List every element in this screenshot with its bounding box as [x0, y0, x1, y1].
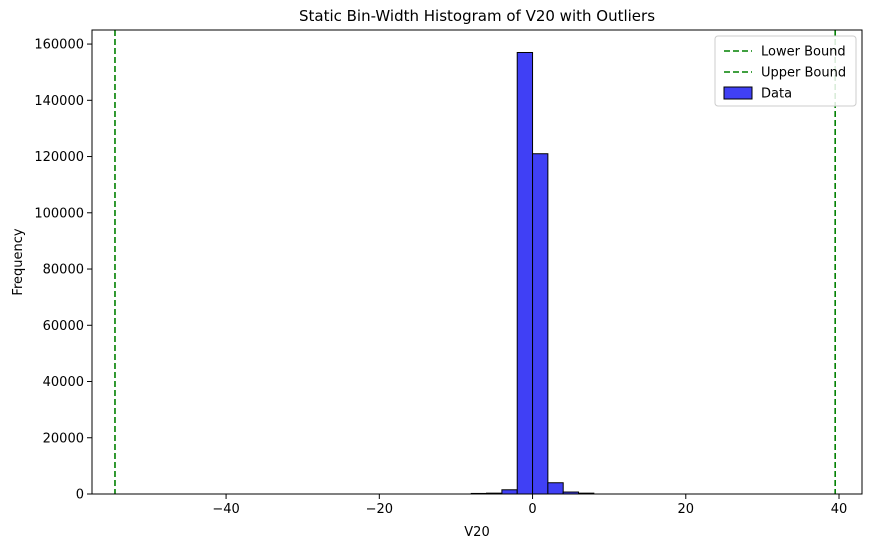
plot-frame: [91, 29, 863, 495]
y-tick-label: 160000: [34, 38, 84, 53]
histogram-bar-3: [516, 51, 534, 495]
histogram-bar-2: [501, 489, 518, 495]
histogram-bar-4: [532, 153, 549, 495]
y-tick-label: 140000: [34, 94, 84, 109]
x-tick-label: −20: [366, 502, 393, 517]
y-axis-ticks: 0 20000 40000 60000 80000 100000 120000 140000 1…: [34, 38, 92, 503]
bars-layer: [470, 51, 595, 495]
x-tick-label: 40: [831, 502, 848, 517]
x-tick-label: 20: [678, 502, 695, 517]
bounds-layer: [114, 30, 836, 494]
chart-title: Static Bin-Width Histogram of V20 with O…: [299, 7, 655, 25]
y-tick-label: 60000: [43, 319, 84, 334]
histogram-bar-5: [547, 482, 564, 495]
y-tick-label: 80000: [43, 263, 84, 278]
x-axis-ticks: −40 −20 0 20 40: [212, 494, 847, 517]
legend-label: Lower Bound: [761, 45, 846, 60]
x-tick-label: −40: [212, 502, 239, 517]
y-tick-label: 40000: [43, 375, 84, 390]
x-tick-label: 0: [528, 502, 536, 517]
y-tick-label: 20000: [43, 431, 84, 446]
y-tick-label: 100000: [34, 206, 84, 221]
legend: Lower Bound Upper Bound Data: [714, 35, 857, 107]
y-tick-label: 120000: [34, 150, 84, 165]
legend-label: Upper Bound: [761, 66, 846, 81]
y-tick-label: 0: [76, 488, 84, 503]
x-axis-label: V20: [464, 525, 489, 540]
y-axis-label: Frequency: [11, 228, 26, 295]
legend-label: Data: [761, 87, 792, 102]
legend-handle-data: [723, 86, 753, 100]
